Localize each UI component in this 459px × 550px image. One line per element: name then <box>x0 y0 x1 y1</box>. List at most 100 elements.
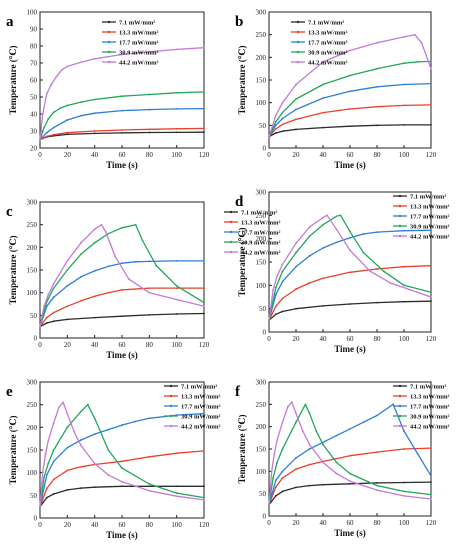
data-point <box>52 287 55 290</box>
data-point <box>107 232 110 235</box>
data-point <box>41 471 44 474</box>
data-point <box>335 241 338 244</box>
x-tick-label: 60 <box>119 151 127 159</box>
series-line <box>268 481 432 506</box>
data-point <box>349 454 351 457</box>
data-point <box>45 322 48 324</box>
legend-label: 44.2 mW/mm² <box>308 60 348 67</box>
y-tick-label: 100 <box>256 99 267 107</box>
data-point <box>155 264 158 267</box>
data-point <box>268 503 270 506</box>
data-point <box>270 470 273 473</box>
data-point <box>80 299 82 302</box>
series-line <box>39 401 205 507</box>
data-point <box>274 313 277 316</box>
y-tick-label: 300 <box>27 379 38 387</box>
data-point <box>295 265 297 268</box>
x-tick-label: 100 <box>171 341 182 349</box>
series-line <box>268 229 432 321</box>
data-point <box>93 417 96 420</box>
data-point <box>175 48 178 51</box>
data-point <box>322 304 324 307</box>
y-tick-label: 100 <box>256 282 267 290</box>
series-line <box>39 404 205 507</box>
data-point <box>349 90 351 93</box>
data-point <box>362 421 365 424</box>
data-point <box>335 461 338 464</box>
data-point <box>148 260 151 263</box>
data-point <box>45 487 48 490</box>
data-point <box>295 251 297 254</box>
data-point <box>148 485 151 488</box>
data-point <box>134 260 137 263</box>
data-point <box>66 305 69 308</box>
x-tick-label: 0 <box>267 335 271 343</box>
data-point <box>52 282 55 285</box>
x-tick-label: 40 <box>91 151 99 159</box>
x-tick-label: 20 <box>293 519 301 527</box>
x-tick-label: 120 <box>426 519 437 527</box>
x-tick-label: 40 <box>91 341 99 349</box>
data-point <box>295 412 297 415</box>
data-point <box>43 305 45 308</box>
data-point <box>80 101 82 103</box>
data-point <box>44 453 47 456</box>
data-point <box>93 130 96 132</box>
data-point <box>281 297 284 300</box>
data-point <box>295 83 297 86</box>
data-point <box>66 269 69 271</box>
data-point <box>322 83 324 86</box>
series-line <box>39 287 204 328</box>
data-point <box>281 448 284 450</box>
data-point <box>80 439 82 441</box>
data-point <box>376 67 378 70</box>
data-point <box>121 129 123 131</box>
data-point <box>274 486 277 488</box>
plot-frame <box>268 191 432 333</box>
data-point <box>52 421 55 424</box>
x-tick-label: 20 <box>293 151 301 159</box>
data-point <box>308 412 311 415</box>
legend-label: 17.7 mW/mm² <box>410 404 450 411</box>
data-point <box>403 481 405 484</box>
data-point <box>148 108 151 111</box>
data-point <box>409 289 412 291</box>
data-point <box>376 231 378 234</box>
data-point <box>376 105 378 108</box>
data-point <box>203 287 205 290</box>
legend-marker <box>169 424 173 428</box>
data-point <box>175 298 178 301</box>
data-point <box>175 485 178 488</box>
data-point <box>376 124 378 127</box>
legend-label: 17.7 mW/mm² <box>181 404 221 411</box>
data-point <box>430 498 432 500</box>
data-point <box>274 495 277 497</box>
data-point <box>175 284 178 287</box>
data-point <box>322 223 324 226</box>
data-point <box>93 98 96 101</box>
data-point <box>308 255 311 257</box>
data-point <box>322 483 324 486</box>
data-point <box>203 305 205 308</box>
y-tick-label: 200 <box>256 423 267 431</box>
data-point <box>121 460 123 463</box>
series-line <box>268 403 432 505</box>
data-point <box>141 239 144 242</box>
panel-label: c <box>6 204 13 220</box>
legend-marker <box>107 60 111 64</box>
data-point <box>93 270 96 272</box>
data-point <box>376 414 378 417</box>
y-tick-label: 50 <box>30 312 38 320</box>
data-point <box>362 251 365 254</box>
data-point <box>93 228 96 231</box>
data-point <box>276 439 278 441</box>
data-point <box>121 226 123 229</box>
panel-label: d <box>235 194 244 210</box>
data-point <box>47 118 50 120</box>
data-point <box>281 470 284 473</box>
data-point <box>376 301 378 304</box>
data-point <box>52 296 55 299</box>
series-line <box>268 401 432 505</box>
x-tick-label: 100 <box>171 151 182 159</box>
